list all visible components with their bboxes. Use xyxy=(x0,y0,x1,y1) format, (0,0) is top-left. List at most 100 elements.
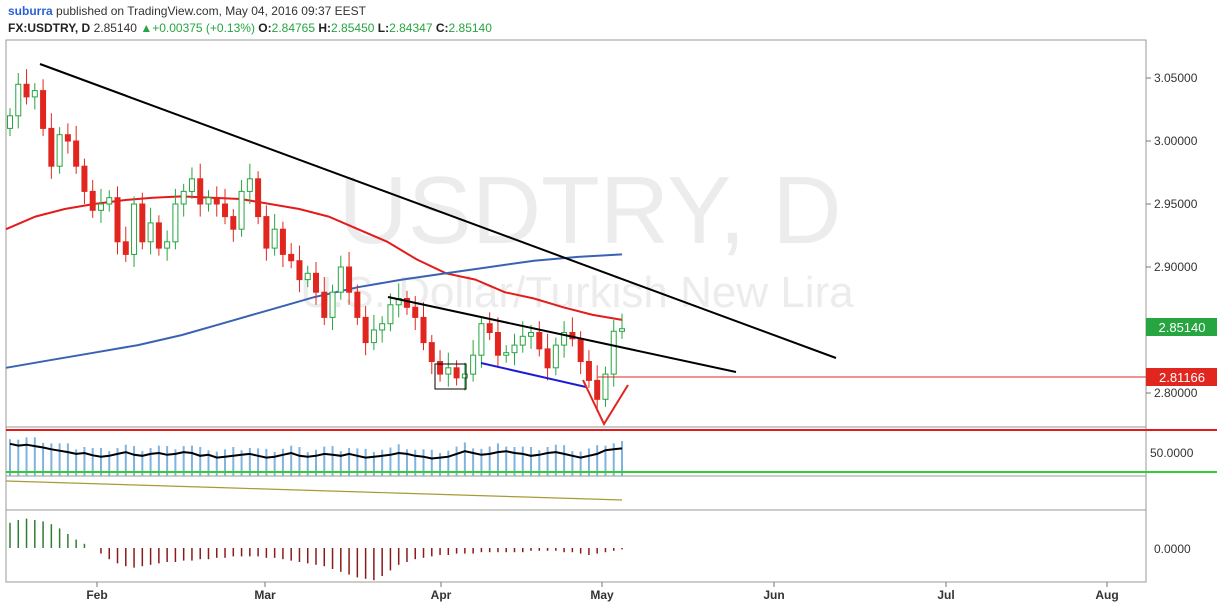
candle-up xyxy=(180,190,187,205)
candle-up xyxy=(238,190,245,230)
macd-axis-label: 0.0000 xyxy=(1154,542,1191,556)
y-tick-label: 2.95000 xyxy=(1154,197,1198,211)
open-label: O: xyxy=(258,21,272,35)
x-tick-label: Jun xyxy=(763,588,784,602)
up-arrow-icon: ▲ xyxy=(140,21,153,35)
level-badge-text: 2.81166 xyxy=(1159,370,1205,385)
candle-up xyxy=(602,373,609,400)
candle-down xyxy=(420,316,427,344)
x-tick-label: Jul xyxy=(937,588,954,602)
candle-down xyxy=(73,140,80,167)
candle-down xyxy=(486,323,493,334)
symbol-info: FX:USDTRY, D 2.85140 ▲+0.00375 (+0.13%) … xyxy=(8,21,492,35)
candle-up xyxy=(503,352,510,356)
candle-up xyxy=(561,332,568,346)
candle-down xyxy=(313,272,319,293)
y-tick-label: 3.00000 xyxy=(1154,134,1198,148)
candle-up xyxy=(131,203,138,255)
candle-up xyxy=(31,90,38,98)
candle-up xyxy=(172,203,179,243)
candle-up xyxy=(271,228,278,249)
x-tick-label: Mar xyxy=(254,588,276,602)
candle-down xyxy=(437,361,444,375)
candle-down xyxy=(89,190,96,211)
candle-down xyxy=(222,203,229,218)
downtrend-line-long[interactable] xyxy=(39,63,837,359)
candle-up xyxy=(379,323,386,331)
y-tick-label: 3.05000 xyxy=(1154,71,1198,85)
candle-up xyxy=(337,266,344,293)
candle-down xyxy=(122,241,129,255)
close-label: C: xyxy=(435,21,449,35)
candle-up xyxy=(304,272,311,281)
candles xyxy=(7,69,625,412)
author-link[interactable]: suburra xyxy=(8,4,53,18)
downtrend-line-short[interactable] xyxy=(387,296,737,373)
candle-down xyxy=(255,178,262,218)
publish-info: suburra published on TradingView.com, Ma… xyxy=(8,4,366,18)
publish-text: published on TradingView.com, May 04, 20… xyxy=(56,4,367,18)
candle-up xyxy=(97,203,104,211)
candle-down xyxy=(544,348,551,369)
candle-up xyxy=(387,304,394,325)
candle-down xyxy=(412,306,419,318)
candle-down xyxy=(453,367,460,379)
candle-down xyxy=(263,216,270,249)
candle-down xyxy=(23,83,30,98)
candle-up xyxy=(619,328,625,332)
candle-down xyxy=(288,253,295,262)
candle-up xyxy=(461,373,468,379)
candle-down xyxy=(536,332,543,350)
candle-up xyxy=(164,241,171,249)
candle-down xyxy=(114,197,121,243)
box-drawing[interactable] xyxy=(434,363,467,390)
price-change: +0.00375 (+0.13%) xyxy=(152,21,255,35)
price-badge-text: 2.85140 xyxy=(1159,320,1206,335)
candle-down xyxy=(213,197,220,205)
y-axis[interactable]: 3.05000 3.00000 2.95000 2.90000 2.80000 xyxy=(1146,71,1198,400)
high-value: 2.85450 xyxy=(331,21,375,35)
price-badge xyxy=(1146,318,1217,336)
adx-pane xyxy=(5,480,623,501)
symbol-label: FX:USDTRY, D xyxy=(8,21,91,35)
x-tick-label: May xyxy=(590,588,614,602)
level-badge xyxy=(1146,368,1217,386)
candle-down xyxy=(585,361,592,381)
candle-up xyxy=(15,83,22,117)
x-tick-label: Aug xyxy=(1095,588,1118,602)
candle-down xyxy=(577,338,584,363)
y-tick-label: 2.80000 xyxy=(1154,386,1198,400)
candle-up xyxy=(519,335,526,346)
v-arrow-drawing[interactable] xyxy=(582,379,629,427)
close-value: 2.85140 xyxy=(448,21,492,35)
x-axis[interactable]: Feb Mar Apr May Jun Jul Aug xyxy=(86,582,1119,602)
candle-up xyxy=(528,332,535,337)
candle-up xyxy=(205,197,212,205)
candle-down xyxy=(48,127,55,167)
support-line[interactable] xyxy=(480,362,587,388)
candle-down xyxy=(494,332,501,356)
candle-down xyxy=(279,228,286,255)
candle-down xyxy=(403,298,410,308)
x-tick-label: Apr xyxy=(431,588,452,602)
candle-down xyxy=(81,165,88,192)
ma-slow-line xyxy=(5,253,623,369)
candle-up xyxy=(478,323,485,356)
candle-down xyxy=(428,342,435,363)
watermark-title: USDTRY, D xyxy=(338,157,841,264)
candle-down xyxy=(296,260,303,281)
candle-up xyxy=(147,222,154,243)
candle-up xyxy=(329,291,336,318)
chart-frame xyxy=(5,39,1147,583)
candle-up xyxy=(610,330,617,375)
osc-axis-label: 50.0000 xyxy=(1150,446,1194,460)
candle-down xyxy=(230,216,237,230)
candle-down xyxy=(346,266,353,293)
candle-up xyxy=(552,344,559,369)
open-value: 2.84765 xyxy=(271,21,316,35)
candle-up xyxy=(106,197,113,205)
candle-up xyxy=(445,367,452,375)
candle-up xyxy=(370,329,377,344)
candle-down xyxy=(321,291,328,318)
